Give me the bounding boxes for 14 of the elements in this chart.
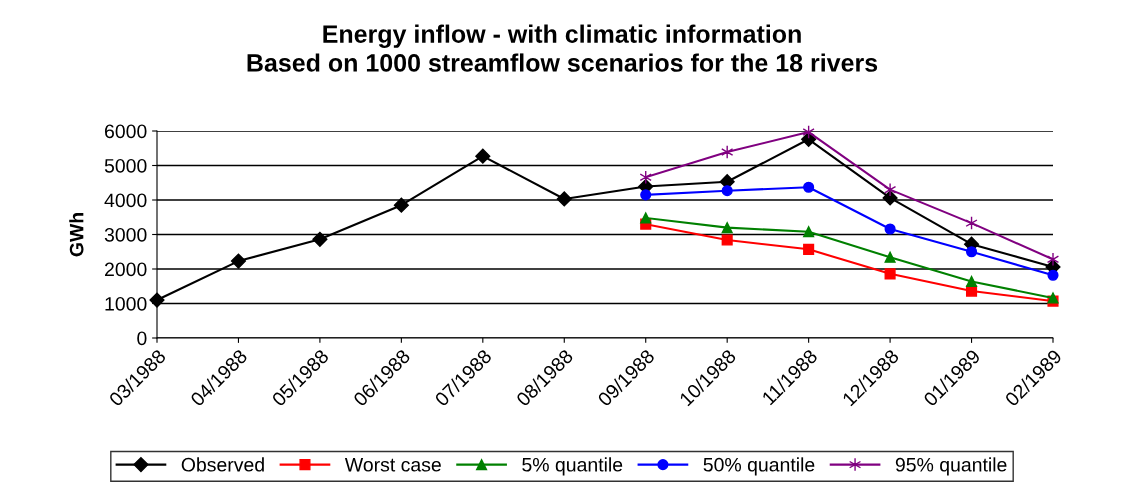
legend-label: Worst case (344, 458, 441, 472)
y-tick-label: 6000 (105, 124, 147, 139)
chart-title: Energy inflow - with climatic information Based on 1000 streamflow scenarios for the 18 rivers (247, 24, 878, 72)
y-axis-title: GWh (69, 213, 84, 257)
y-tick-label: 0 (137, 331, 147, 346)
legend-label: 95% quantile (895, 457, 1007, 476)
y-tick-label: 4000 (104, 193, 147, 208)
legend-label: 5% quantile (522, 457, 623, 476)
y-tick-label: 5000 (104, 158, 147, 173)
legend-label: Observed (181, 457, 264, 472)
legend-label: 50% quantile (703, 457, 815, 476)
y-tick-label: 2000 (105, 262, 147, 277)
y-tick-label: 3000 (104, 227, 147, 242)
y-tick-label: 1000 (105, 296, 147, 311)
